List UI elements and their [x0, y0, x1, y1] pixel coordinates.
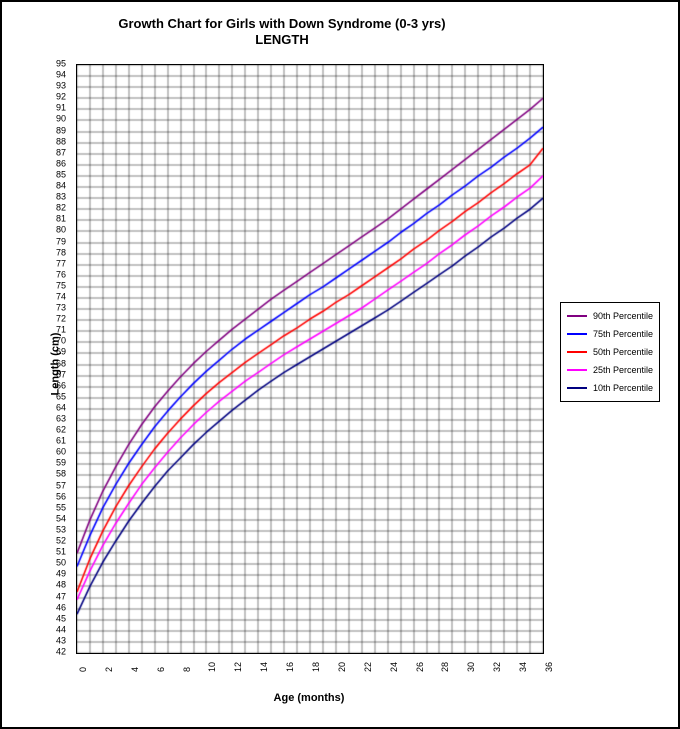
chart-frame: Growth Chart for Girls with Down Syndrom… — [0, 0, 680, 729]
x-tick-label: 10 — [208, 662, 217, 672]
legend-row: 75th Percentile — [567, 325, 653, 343]
x-tick-label: 12 — [234, 662, 243, 672]
y-tick-label: 54 — [56, 514, 66, 523]
y-tick-label: 55 — [56, 503, 66, 512]
y-tick-label: 56 — [56, 492, 66, 501]
x-tick-label: 36 — [545, 662, 554, 672]
legend-swatch — [567, 387, 587, 389]
y-tick-label: 50 — [56, 559, 66, 568]
legend-swatch — [567, 351, 587, 353]
y-tick-label: 89 — [56, 126, 66, 135]
y-tick-label: 79 — [56, 237, 66, 246]
y-tick-label: 61 — [56, 437, 66, 446]
y-tick-label: 73 — [56, 304, 66, 313]
x-tick-label: 34 — [519, 662, 528, 672]
legend-swatch — [567, 369, 587, 371]
x-tick-label: 16 — [286, 662, 295, 672]
y-tick-label: 46 — [56, 603, 66, 612]
x-tick-label: 22 — [364, 662, 373, 672]
chart-title-line2: LENGTH — [255, 32, 308, 47]
x-tick-label: 14 — [260, 662, 269, 672]
y-tick-label: 69 — [56, 348, 66, 357]
x-axis-labels: 024681012141618202224262830323436 — [76, 654, 542, 694]
y-tick-label: 66 — [56, 381, 66, 390]
y-tick-label: 74 — [56, 292, 66, 301]
y-tick-label: 86 — [56, 159, 66, 168]
legend-label: 90th Percentile — [593, 311, 653, 321]
y-tick-label: 72 — [56, 315, 66, 324]
y-tick-label: 53 — [56, 525, 66, 534]
x-tick-label: 20 — [338, 662, 347, 672]
y-tick-label: 88 — [56, 137, 66, 146]
x-tick-label: 24 — [390, 662, 399, 672]
y-tick-label: 78 — [56, 248, 66, 257]
legend-label: 10th Percentile — [593, 383, 653, 393]
chart-title-line1: Growth Chart for Girls with Down Syndrom… — [118, 16, 445, 31]
legend-label: 75th Percentile — [593, 329, 653, 339]
legend-label: 25th Percentile — [593, 365, 653, 375]
y-tick-label: 94 — [56, 71, 66, 80]
y-tick-label: 60 — [56, 448, 66, 457]
y-tick-label: 90 — [56, 115, 66, 124]
y-tick-label: 87 — [56, 148, 66, 157]
y-tick-label: 49 — [56, 570, 66, 579]
legend-swatch — [567, 333, 587, 335]
y-tick-label: 44 — [56, 625, 66, 634]
x-tick-label: 28 — [441, 662, 450, 672]
y-tick-label: 57 — [56, 481, 66, 490]
x-tick-label: 4 — [131, 667, 140, 672]
y-tick-label: 95 — [56, 60, 66, 69]
x-tick-label: 0 — [79, 667, 88, 672]
x-tick-label: 2 — [105, 667, 114, 672]
y-tick-label: 84 — [56, 182, 66, 191]
legend: 90th Percentile 75th Percentile 50th Perce… — [560, 302, 660, 402]
y-tick-label: 80 — [56, 226, 66, 235]
y-tick-label: 67 — [56, 370, 66, 379]
y-tick-label: 68 — [56, 359, 66, 368]
y-tick-label: 45 — [56, 614, 66, 623]
plot-area — [76, 64, 544, 654]
chart-title: Growth Chart for Girls with Down Syndrom… — [2, 16, 562, 49]
y-tick-label: 59 — [56, 459, 66, 468]
x-tick-label: 26 — [416, 662, 425, 672]
legend-row: 90th Percentile — [567, 307, 653, 325]
y-axis-labels: 4243444546474849505152535455565758596061… — [2, 64, 72, 652]
y-tick-label: 51 — [56, 548, 66, 557]
x-axis-title: Age (months) — [76, 692, 542, 704]
y-tick-label: 65 — [56, 392, 66, 401]
y-tick-label: 92 — [56, 93, 66, 102]
x-tick-label: 18 — [312, 662, 321, 672]
y-tick-label: 93 — [56, 82, 66, 91]
legend-row: 25th Percentile — [567, 361, 653, 379]
y-tick-label: 81 — [56, 215, 66, 224]
y-tick-label: 71 — [56, 326, 66, 335]
x-tick-label: 6 — [157, 667, 166, 672]
legend-row: 10th Percentile — [567, 379, 653, 397]
y-tick-label: 62 — [56, 426, 66, 435]
y-tick-label: 47 — [56, 592, 66, 601]
y-tick-label: 85 — [56, 170, 66, 179]
y-tick-label: 58 — [56, 470, 66, 479]
y-tick-label: 63 — [56, 415, 66, 424]
y-tick-label: 43 — [56, 636, 66, 645]
y-tick-label: 70 — [56, 337, 66, 346]
y-tick-label: 76 — [56, 270, 66, 279]
y-tick-label: 83 — [56, 193, 66, 202]
y-tick-label: 91 — [56, 104, 66, 113]
x-tick-label: 30 — [467, 662, 476, 672]
y-tick-label: 77 — [56, 259, 66, 268]
x-tick-label: 8 — [183, 667, 192, 672]
y-tick-label: 82 — [56, 204, 66, 213]
legend-label: 50th Percentile — [593, 347, 653, 357]
legend-swatch — [567, 315, 587, 317]
y-tick-label: 52 — [56, 537, 66, 546]
y-tick-label: 48 — [56, 581, 66, 590]
legend-row: 50th Percentile — [567, 343, 653, 361]
y-tick-label: 42 — [56, 648, 66, 657]
y-tick-label: 75 — [56, 281, 66, 290]
y-tick-label: 64 — [56, 403, 66, 412]
line-canvas — [77, 65, 543, 653]
x-tick-label: 32 — [493, 662, 502, 672]
